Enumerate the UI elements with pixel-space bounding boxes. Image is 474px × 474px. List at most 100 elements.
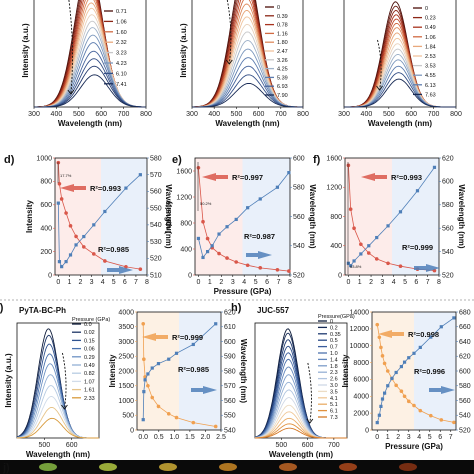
legend-label: 1.07 <box>84 379 95 385</box>
legend-label: 2.6 <box>330 377 338 383</box>
luminescence-spot <box>39 463 57 471</box>
intensity-point <box>196 165 201 170</box>
arrow-head <box>306 418 314 424</box>
x-tick-label: 0 <box>346 279 350 286</box>
intensity-point <box>82 245 86 249</box>
spectrum-curve <box>34 34 147 108</box>
trend-arrow <box>377 39 382 91</box>
spectrum-curve <box>344 78 456 108</box>
legend-label: 2.47 <box>277 49 288 55</box>
y2-tick-label: 520 <box>293 272 305 279</box>
intensity-point <box>382 361 387 366</box>
legend-label: 4.1 <box>330 396 338 402</box>
spectrum-curve <box>192 57 303 108</box>
legend-label: 0.02 <box>84 330 95 336</box>
legend-label: 0 <box>425 6 428 12</box>
y-tick-label: 10000 <box>350 343 370 350</box>
y2-tick-label: 590 <box>224 354 236 361</box>
panel-title: JUC-557 <box>257 306 290 315</box>
plot-frame-g1 <box>16 322 100 439</box>
y2-tick-label: 540 <box>293 243 305 250</box>
y-tick-label: 0 <box>188 272 192 279</box>
x-tick-label: 800 <box>297 111 309 118</box>
wavelength-point <box>68 253 73 257</box>
wavelength-point <box>375 421 379 425</box>
y-tick-label: 800 <box>40 179 52 186</box>
y2-tick-label: 580 <box>442 202 454 209</box>
wavelength-point <box>394 370 398 375</box>
wavelength-point <box>402 360 407 364</box>
legend-label: 6.93 <box>277 84 288 90</box>
intensity-arrow <box>60 184 86 192</box>
y-tick-label: 1000 <box>36 155 52 162</box>
arrow-head <box>376 85 383 91</box>
y-tick-label: 8000 <box>353 360 369 367</box>
wavelength-point <box>346 261 350 265</box>
x-axis-label: Wavelength (nm) <box>58 119 122 128</box>
y2-tick-label: 660 <box>459 324 471 331</box>
x-tick-label: 0 <box>56 279 60 286</box>
wavelength-point <box>225 225 229 229</box>
legend-label: 2.33 <box>84 396 95 402</box>
x-tick-label: 5 <box>112 279 116 286</box>
intensity-point <box>374 257 379 261</box>
spectrum-curve <box>34 27 147 108</box>
intensity-point <box>225 256 229 260</box>
wavelength-point <box>92 223 96 227</box>
x-axis-label: Pressure (GPa) <box>214 287 272 296</box>
y-tick-label: 800 <box>330 214 342 221</box>
intensity-point <box>146 383 150 388</box>
y2-tick-label: 520 <box>459 427 471 434</box>
wavelength-point <box>60 265 64 269</box>
wavelength-point <box>150 366 154 370</box>
legend-label: 6.1 <box>330 409 338 415</box>
x-tick-label: 0 <box>196 279 200 286</box>
wavelength-arrow <box>429 386 455 394</box>
intensity-point <box>385 369 390 373</box>
y-tick-label: 3000 <box>118 339 134 346</box>
y2-tick-label: 580 <box>224 368 236 375</box>
spectrum-curve <box>344 65 456 108</box>
y2-axis-label: Wavelength (nm) <box>308 184 317 248</box>
wavelength-point <box>103 209 107 214</box>
intensity-point <box>59 197 64 201</box>
r2-wavelength: R²=0.987 <box>244 232 275 241</box>
x-tick-label: 800 <box>450 111 462 118</box>
legend-label: 3.0 <box>330 383 338 389</box>
wavelength-point <box>143 378 147 382</box>
y2-tick-label: 540 <box>442 249 454 256</box>
wavelength-point <box>246 206 250 210</box>
legend-label: 0.29 <box>84 355 95 361</box>
y-tick-label: 400 <box>40 226 52 233</box>
spectrum-curve <box>344 5 456 108</box>
legend-label: 0.23 <box>425 16 436 22</box>
x-tick-label: 300 <box>186 111 198 118</box>
y-axis-label: Intensity (a.u.) <box>4 353 13 408</box>
wavelength-point <box>398 210 403 214</box>
y-tick-label: 1200 <box>176 194 192 201</box>
y2-tick-label: 560 <box>150 189 162 196</box>
y2-tick-label: 580 <box>293 185 305 192</box>
x-tick-label: 700 <box>275 111 287 118</box>
intensity-point <box>379 345 383 350</box>
x-axis-label: Wavelength (nm) <box>269 450 333 459</box>
x-tick-label: 2 <box>79 279 83 286</box>
spectrum-curve <box>34 20 147 108</box>
legend-label: 0.78 <box>277 23 288 29</box>
legend-label: 1.60 <box>116 30 127 36</box>
drop-annotation: 17.7% <box>60 173 72 178</box>
legend-label: 0.0 <box>84 322 92 328</box>
x-tick-label: 3 <box>231 279 235 286</box>
y-tick-label: 500 <box>122 413 134 420</box>
wavelength-point <box>275 185 280 189</box>
x-tick-label: 400 <box>361 111 373 118</box>
legend-label: 7.3 <box>330 415 338 421</box>
wavelength-point <box>214 322 218 326</box>
intensity-point <box>275 268 280 272</box>
x-tick-label: 8 <box>288 279 292 286</box>
x-tick-label: 600 <box>253 111 265 118</box>
y2-tick-label: 510 <box>150 272 162 279</box>
intensity-point <box>213 424 218 429</box>
x-tick-label: 500 <box>231 111 243 118</box>
